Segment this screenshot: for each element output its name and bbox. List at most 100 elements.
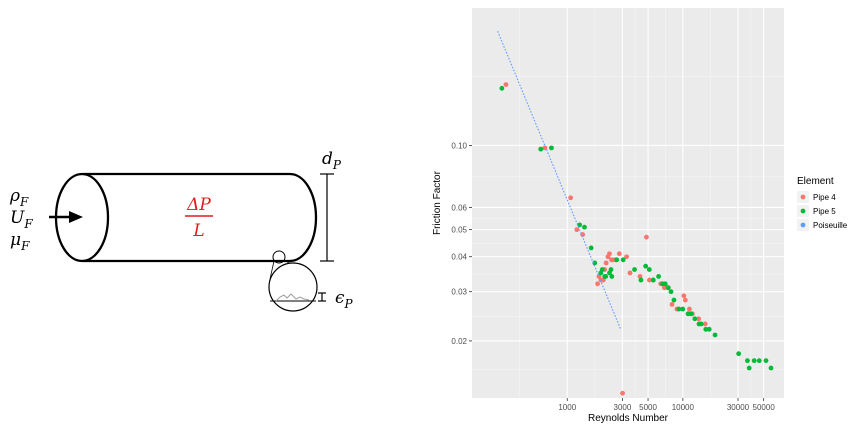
x-tick-label: 50000 [753,403,776,412]
pipe-4-point [627,270,633,276]
pipe-5-point [609,274,615,279]
pipe-5-point [549,145,554,151]
velocity-label: UF [10,208,33,231]
pipe-5-point [614,257,620,263]
legend-label-pipe-5: Pipe 5 [813,207,836,216]
y-axis-title: Friction Factor [432,170,443,235]
pipe-4-point [644,234,649,240]
y-tick-label: 0.05 [451,226,467,235]
pipe-5-point [638,277,644,283]
pipe-5-point [662,281,668,287]
pipe-4-point [603,260,609,266]
inlet-arrow [49,211,83,223]
pipe-4-point [682,297,688,303]
pipe-4-point [702,321,708,327]
pipe-5-point [499,85,505,91]
pipe-5-point [746,365,752,371]
grid-major [472,8,784,398]
y-tick-label: 0.10 [451,141,467,150]
pipe-5-point [706,326,712,332]
pipe-5-point [603,274,609,279]
legend-symbol-pipe-5 [800,208,806,214]
pipe-5-point [745,358,750,364]
roughness-dimension [318,292,326,302]
pipe-5-point [538,146,544,152]
x-tick-label: 1000 [558,403,576,412]
detail-marker-circle [272,250,286,264]
grid-minor [472,8,784,398]
legend-title: Element [797,176,834,187]
pipe-5-point [643,263,649,269]
x-tick-label: 30000 [727,403,750,412]
pipe-5-point [656,274,662,279]
x-axis-title: Reynolds Number [588,413,669,424]
pipe-5-point [646,267,652,272]
pipe-flow-diagram: ρF UF μF ΔP L dP ϵP [9,149,354,312]
pipe-5-point [582,224,587,230]
pipe-5-point [588,245,594,251]
pipe-5-point [712,332,718,338]
legend-symbol-pipe-4 [800,194,806,200]
series-layer [497,31,774,396]
pipe-4-point [542,145,548,151]
pipe-5-point [688,311,694,317]
pipe-5-point [676,306,682,312]
diameter-label: dP [322,149,342,172]
roughness-label: ϵP [335,288,354,311]
pipe-5-point [680,306,686,312]
pipe-4-point [681,293,687,299]
pipe-4-point [568,195,574,201]
pipe-4-point [620,390,625,396]
pipe-5-point [650,277,656,283]
pipe-5-point [692,316,698,322]
pipe-4-point [596,274,602,279]
pipe-5-point [756,358,762,364]
roughness-callout: ϵP [268,250,354,312]
x-tick-label: 5000 [639,403,657,412]
pipe-5-point [620,257,626,263]
pipe-5-point [608,267,614,272]
y-tick-label: 0.06 [451,203,467,212]
x-tick-label: 3000 [614,403,632,412]
pipe-5-point [751,358,757,364]
pipe-5-point [665,285,671,291]
x-tick-label: 10000 [672,403,695,412]
pipe-4-point [600,277,606,283]
pipe-outlet-arc [289,172,318,263]
pipe-5-point [671,297,677,303]
legend-label-pipe-4: Pipe 4 [813,193,836,202]
y-tick-label: 0.02 [451,337,467,346]
legend-symbol-poiseuille [800,222,806,228]
pipe-5-point [703,326,709,332]
pipe-5-point [632,267,637,272]
roughness-profile [275,293,310,302]
pipe-5-point [698,321,704,327]
density-label: ρF [9,186,29,209]
pipe-4-point [687,306,692,312]
pipe-5-point [668,289,674,295]
y-axis: 0.02 0.03 0.04 0.05 0.06 0.10 [451,141,472,346]
legend-label-poiseuille: Poiseuille [813,221,848,230]
pipe-4-point [616,251,622,257]
pipe-5-point [768,365,774,371]
pipe-5-point [592,260,598,266]
x-axis: 1000 3000 5000 10000 30000 50000 [558,398,775,412]
y-tick-label: 0.03 [451,288,467,297]
y-tick-label: 0.04 [451,253,467,262]
pipe-4-point [637,274,643,279]
pipe-4-point [595,281,600,287]
poiseuille-line [497,31,622,330]
viscosity-label: μF [10,230,30,253]
pipe-5-point [763,358,769,364]
pressure-drop-denominator: L [192,221,204,241]
pipe-4-point [669,302,675,307]
pipe-5-point [736,351,742,357]
pipe-5-point [577,222,583,228]
legend: Element Pipe 4 Pipe 5 Poiseuille [797,176,848,231]
pipe-4-point [503,82,509,87]
pipe-5-point [599,267,605,272]
pipe-4-point [574,227,580,233]
diameter-dimension [320,173,334,262]
